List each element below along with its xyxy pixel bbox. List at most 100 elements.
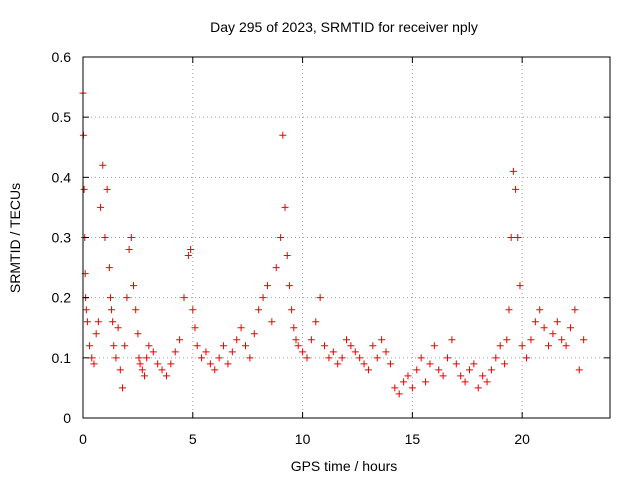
data-point — [255, 306, 263, 314]
chart-title: Day 295 of 2023, SRMTID for receiver npl… — [210, 19, 478, 35]
data-point — [426, 360, 434, 368]
data-point — [404, 372, 412, 380]
data-point — [94, 318, 102, 326]
data-point — [373, 354, 381, 362]
data-point — [562, 342, 570, 350]
data-point — [110, 342, 118, 350]
data-point — [211, 366, 219, 374]
data-point — [312, 318, 320, 326]
data-point — [483, 378, 491, 386]
x-axis-label: GPS time / hours — [291, 458, 398, 474]
data-point — [132, 306, 140, 314]
y-tick-label: 0.2 — [52, 290, 72, 306]
data-point — [114, 324, 122, 332]
data-points — [79, 89, 588, 398]
data-point — [571, 306, 579, 314]
data-point — [321, 342, 329, 350]
data-point — [130, 282, 138, 290]
y-axis-label: SRMTID / TECUs — [7, 183, 23, 293]
data-point — [316, 294, 324, 302]
data-point — [259, 294, 267, 302]
data-point — [263, 282, 271, 290]
data-point — [503, 336, 511, 344]
data-point — [145, 342, 153, 350]
data-point — [338, 354, 346, 362]
data-point — [566, 324, 574, 332]
data-point — [509, 167, 517, 175]
y-tick-label: 0.3 — [52, 230, 72, 246]
data-point — [507, 234, 515, 241]
data-point — [167, 360, 175, 368]
data-point — [189, 306, 197, 314]
data-point — [143, 354, 151, 362]
data-point — [101, 234, 109, 241]
data-point — [119, 384, 127, 392]
data-point — [99, 161, 107, 169]
y-tick-label: 0 — [63, 410, 71, 426]
data-point — [105, 264, 113, 272]
data-point — [184, 252, 192, 260]
data-point — [277, 234, 285, 241]
data-point — [347, 342, 355, 350]
data-point — [228, 348, 236, 356]
data-point — [303, 354, 311, 362]
data-point — [307, 336, 315, 344]
data-point — [501, 360, 509, 368]
data-point — [180, 294, 188, 302]
data-point — [103, 185, 111, 193]
data-point — [171, 348, 179, 356]
data-point — [575, 366, 583, 374]
data-point — [112, 354, 120, 362]
data-point — [457, 372, 465, 380]
data-point — [479, 372, 487, 380]
data-point — [422, 378, 430, 386]
data-point — [121, 342, 129, 350]
data-point — [580, 336, 588, 344]
data-point — [123, 294, 131, 302]
data-point — [88, 354, 96, 362]
data-point — [382, 348, 390, 356]
data-point — [496, 342, 504, 350]
data-point — [233, 336, 241, 344]
data-point — [106, 294, 114, 302]
data-point — [470, 360, 478, 368]
data-point — [516, 282, 524, 290]
x-tick-label: 0 — [79, 431, 87, 447]
data-point — [116, 366, 124, 374]
data-point — [109, 318, 117, 326]
data-point — [465, 366, 473, 374]
data-point — [549, 330, 557, 338]
data-point — [356, 354, 364, 362]
grid — [83, 57, 610, 418]
data-point — [430, 342, 438, 350]
x-tick-label: 15 — [405, 431, 421, 447]
data-point — [531, 318, 539, 326]
data-point — [351, 348, 359, 356]
data-point — [518, 342, 526, 350]
data-point — [149, 348, 157, 356]
data-point — [193, 342, 201, 350]
y-tick-label: 0.4 — [52, 169, 72, 185]
data-point — [452, 360, 460, 368]
data-point — [435, 366, 443, 374]
y-tick-label: 0.1 — [52, 350, 72, 366]
data-point — [292, 336, 300, 344]
data-point — [250, 330, 258, 338]
data-point — [125, 246, 133, 254]
data-point — [444, 354, 452, 362]
data-point — [408, 384, 416, 392]
data-point — [158, 366, 166, 374]
data-point — [97, 203, 105, 211]
data-point — [487, 366, 495, 374]
data-point — [83, 318, 91, 326]
data-point — [299, 348, 307, 356]
data-point — [140, 372, 148, 380]
data-point — [86, 342, 94, 350]
data-point — [395, 390, 403, 398]
data-point — [241, 342, 249, 350]
data-point — [90, 360, 98, 368]
data-point — [162, 372, 170, 380]
data-point — [536, 306, 544, 314]
data-point — [439, 372, 447, 380]
data-point — [364, 366, 372, 374]
